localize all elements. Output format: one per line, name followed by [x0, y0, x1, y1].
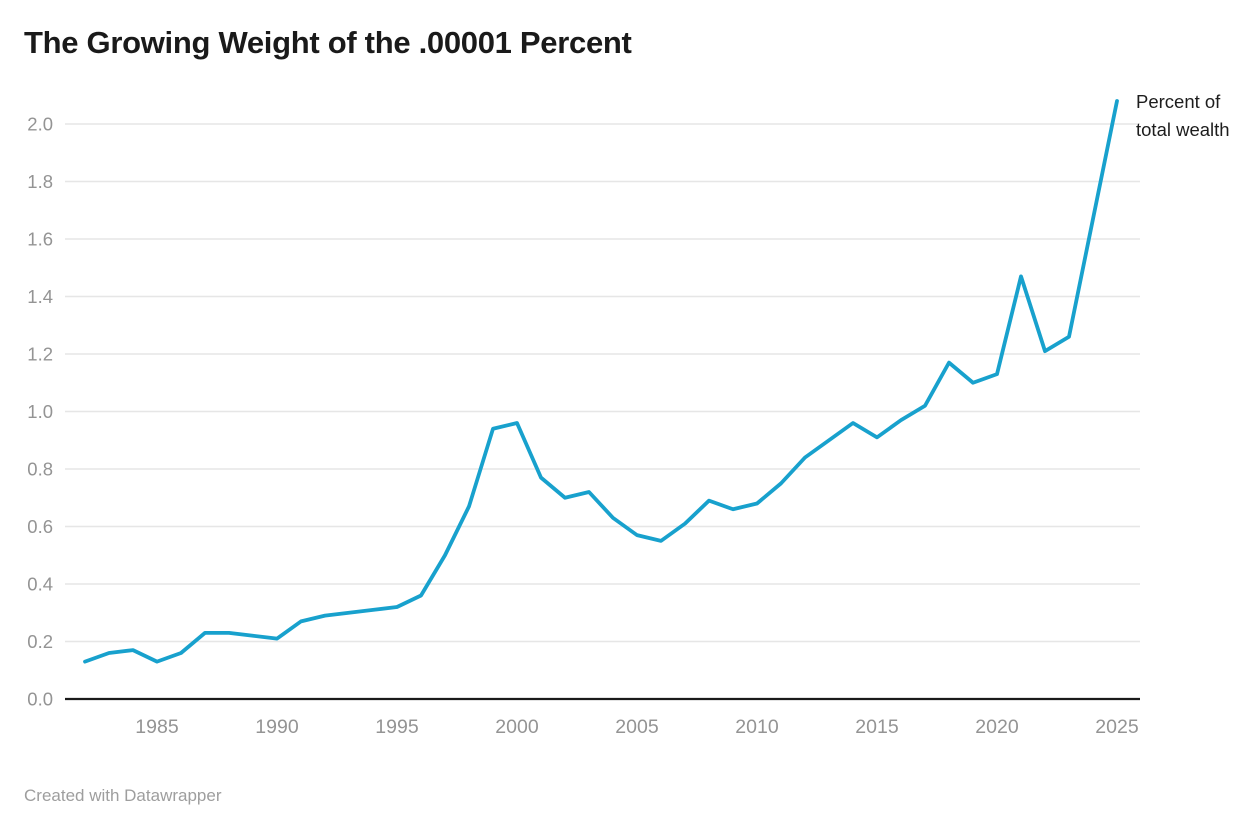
x-tick-label: 2000 — [495, 716, 539, 738]
x-tick-label: 2005 — [615, 716, 659, 738]
datawrapper-credit: Created with Datawrapper — [24, 786, 222, 805]
y-tick-label: 1.4 — [27, 286, 53, 307]
y-tick-label: 1.6 — [27, 229, 53, 250]
line-chart: 0.00.20.40.60.81.01.21.41.61.82.0 1985 19… — [27, 99, 1140, 738]
x-tick-label: 1995 — [375, 716, 419, 738]
y-tick-label: 0.8 — [27, 459, 53, 480]
y-tick-label: 1.0 — [27, 401, 53, 422]
x-tick-label: 2015 — [855, 716, 899, 738]
data-series — [83, 99, 1119, 664]
y-tick-label: 0.6 — [27, 516, 53, 537]
y-axis-tick-labels: 0.0 0.2 0.4 0.6 0.8 1.0 1.2 1.4 1.6 1.8 2.0 — [27, 114, 53, 710]
y-tick-label: 1.8 — [27, 171, 53, 192]
y-tick-label: 0.2 — [27, 631, 53, 652]
chart-title: The Growing Weight of the .00001 Percent — [24, 25, 632, 60]
x-tick-label: 2020 — [975, 716, 1019, 738]
x-tick-label: 1990 — [255, 716, 299, 738]
y-tick-label: 0.0 — [27, 689, 53, 710]
y-tick-label: 0.4 — [27, 574, 53, 595]
x-tick-label: 2025 — [1095, 716, 1139, 738]
series-annotation-label: Percent of total wealth — [1136, 91, 1230, 140]
x-tick-label: 2010 — [735, 716, 779, 738]
x-axis-tick-labels: 1985 1990 1995 2000 2005 2010 2015 2020 2025 — [135, 716, 1139, 738]
wealth-share-line — [83, 99, 1119, 664]
y-tick-label: 1.2 — [27, 344, 53, 365]
x-tick-label: 1985 — [135, 716, 179, 738]
y-tick-label: 2.0 — [27, 114, 53, 135]
gridlines — [65, 123, 1140, 701]
